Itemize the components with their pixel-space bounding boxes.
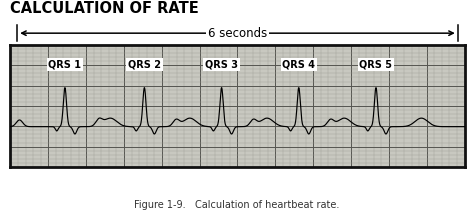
Text: QRS 2: QRS 2 — [128, 59, 161, 69]
Text: QRS 5: QRS 5 — [359, 59, 392, 69]
Text: QRS 3: QRS 3 — [205, 59, 238, 69]
Text: QRS 4: QRS 4 — [283, 59, 315, 69]
Text: 6 seconds: 6 seconds — [208, 27, 267, 40]
Text: CALCULATION OF RATE: CALCULATION OF RATE — [10, 1, 199, 16]
Text: Figure 1-9.   Calculation of heartbeat rate.: Figure 1-9. Calculation of heartbeat rat… — [134, 200, 340, 210]
Text: QRS 1: QRS 1 — [48, 59, 82, 69]
